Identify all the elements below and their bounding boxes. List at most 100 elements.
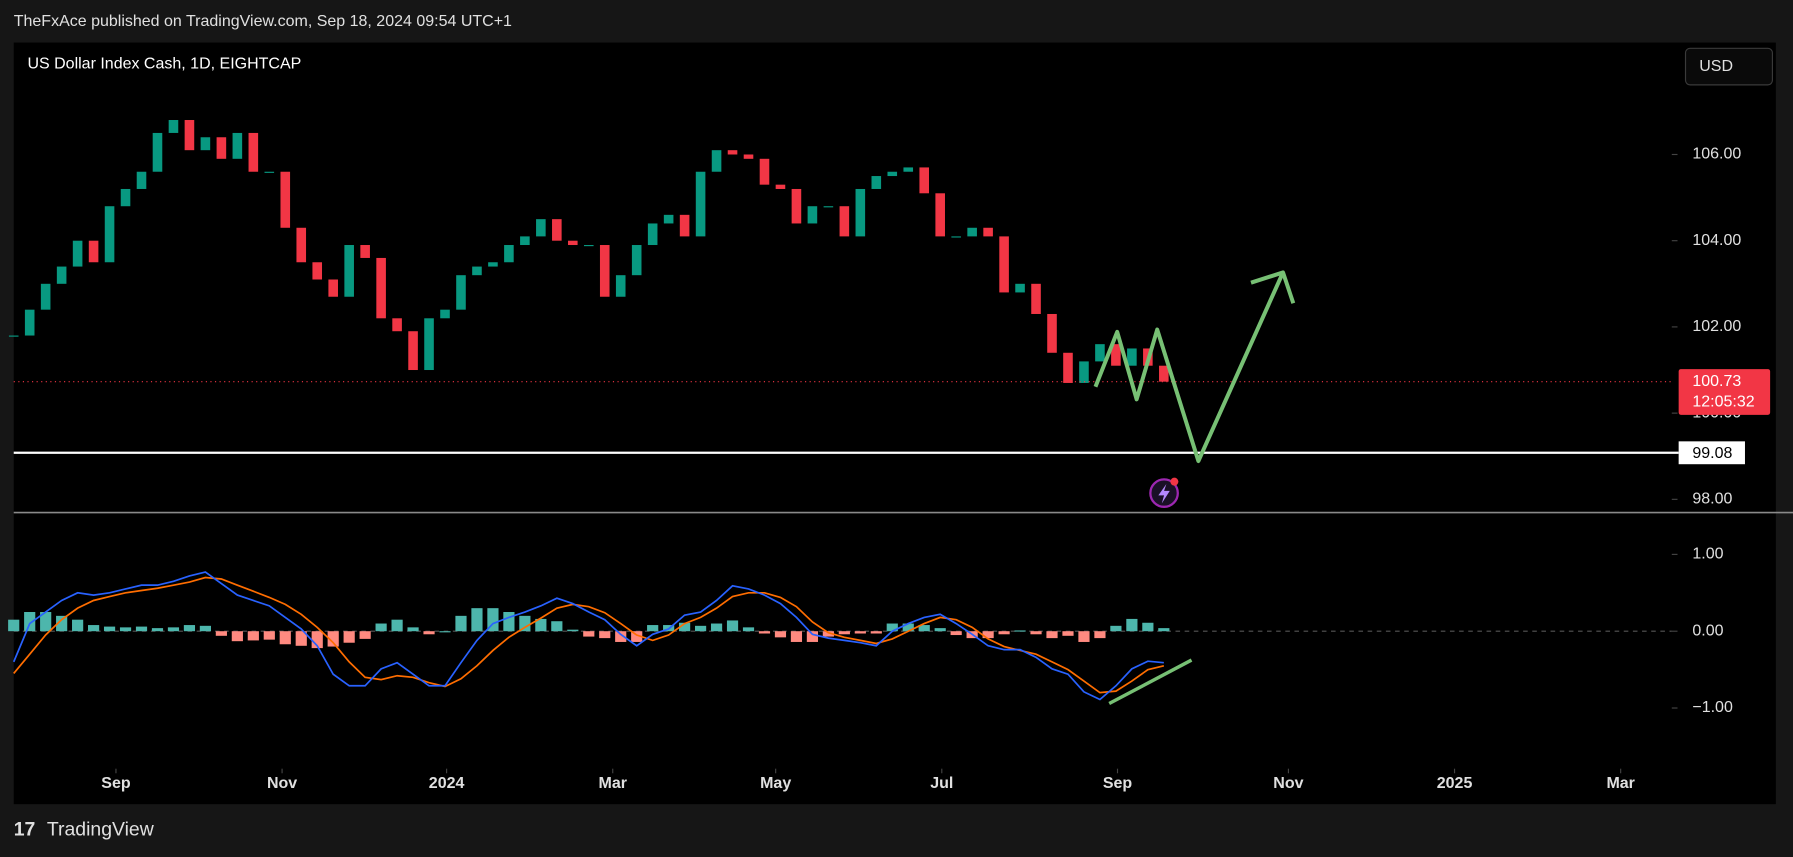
histogram-bar [343, 631, 355, 643]
level-label: 99.08 [1692, 445, 1732, 462]
candle [280, 171, 291, 228]
histogram-bar [902, 623, 914, 632]
candle [392, 318, 402, 332]
currency-label[interactable]: USD [1699, 58, 1733, 75]
histogram-bar [8, 619, 20, 632]
histogram-bar [886, 623, 898, 632]
level-label-box [1678, 441, 1745, 465]
histogram-bar [551, 621, 563, 632]
histogram-bar [535, 618, 547, 632]
candle [919, 167, 930, 194]
histogram-bar [567, 629, 579, 632]
candle [871, 176, 882, 189]
y-tick-label: −1.00 [1692, 699, 1733, 716]
event-dot [1170, 477, 1179, 486]
candle [631, 245, 642, 276]
histogram-bar [503, 612, 515, 632]
currency-button[interactable] [1684, 47, 1773, 86]
candle [456, 275, 466, 310]
candle [360, 245, 370, 258]
histogram-bar [407, 627, 419, 632]
candle [983, 227, 993, 237]
candle [376, 257, 386, 319]
candle [568, 240, 578, 246]
macd-line [12, 571, 1164, 701]
candle [1047, 313, 1057, 353]
histogram-bar [359, 631, 371, 639]
histogram-bar [631, 631, 643, 642]
candle [1095, 344, 1105, 362]
histogram-bar [1094, 631, 1106, 639]
candle [488, 262, 498, 267]
candle [1079, 361, 1089, 383]
y-tick-label: 1.00 [1692, 546, 1723, 563]
candle [647, 223, 658, 246]
y-tick-label: 104.00 [1692, 232, 1741, 249]
event-bolt [1158, 483, 1170, 504]
histogram-bar [726, 620, 739, 632]
countdown-label: 12:05:32 [1692, 393, 1754, 410]
candle [743, 154, 754, 159]
publisher-line: TheFxAce published on TradingView.com, S… [14, 13, 512, 30]
candle [711, 150, 722, 172]
candle [775, 184, 786, 189]
candle [1063, 352, 1073, 383]
histogram-bar [742, 627, 755, 632]
histogram-bar [87, 625, 100, 632]
candle [168, 120, 179, 133]
x-tick-label: Nov [1273, 775, 1303, 792]
histogram-bar [1078, 631, 1090, 642]
y-tick-label: 0.00 [1692, 622, 1723, 639]
candle [152, 132, 163, 172]
candle [184, 120, 195, 151]
projection-drawing [1093, 271, 1285, 464]
candle [599, 245, 610, 297]
brand-name: TradingView [47, 819, 155, 841]
candle [823, 206, 834, 208]
last-price-box [1678, 369, 1771, 415]
x-tick-label: Nov [267, 775, 297, 792]
candle [408, 331, 418, 371]
candle [1031, 283, 1041, 314]
histogram-bar [119, 627, 132, 632]
histogram-bar [375, 623, 387, 632]
candle [999, 236, 1009, 293]
histogram-bar [1110, 625, 1122, 632]
chart-area [13, 42, 1776, 805]
candle [615, 275, 626, 297]
x-tick-label: Jul [930, 775, 953, 792]
candle [887, 171, 898, 177]
histogram-bar [471, 608, 483, 632]
histogram-bar [758, 631, 771, 634]
symbol-title: US Dollar Index Cash, 1D, EIGHTCAP [27, 56, 301, 73]
candle [24, 309, 35, 336]
histogram-bar [151, 628, 164, 632]
candle [679, 214, 690, 237]
histogram-bar [790, 631, 803, 642]
histogram-bar [183, 625, 196, 632]
candle [264, 171, 275, 173]
candle [120, 188, 131, 207]
last-price-label: 100.73 [1692, 373, 1741, 390]
candle [200, 137, 211, 151]
histogram-bar [1030, 631, 1042, 635]
histogram-bar [1126, 618, 1138, 632]
histogram-bar [167, 627, 180, 632]
histogram-bar [870, 631, 882, 634]
histogram-bar [247, 631, 259, 641]
histogram-bar [647, 625, 659, 632]
candle [1015, 283, 1025, 293]
candle [344, 245, 354, 297]
x-tick-label: 2024 [429, 775, 465, 792]
candle [248, 132, 259, 172]
histogram-bar [231, 631, 243, 642]
histogram-bar [439, 631, 451, 633]
candle [1159, 365, 1169, 382]
candle [663, 214, 674, 224]
histogram-bar [1158, 628, 1170, 632]
histogram-bar [103, 626, 116, 632]
projection-arrowhead [1250, 270, 1296, 304]
histogram-bar [279, 631, 291, 645]
histogram-bar [918, 625, 930, 632]
histogram-bar [72, 619, 84, 632]
